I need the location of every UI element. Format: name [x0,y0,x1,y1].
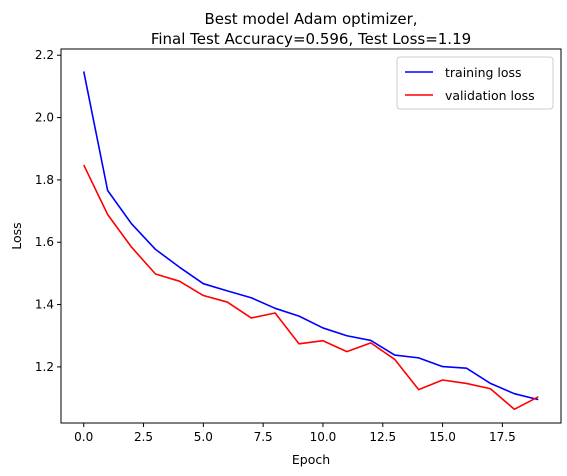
x-axis-label: Epoch [292,452,330,467]
x-tick-label: 5.0 [194,430,213,444]
x-tick-label: 7.5 [254,430,273,444]
plot-area [60,48,562,424]
chart-title-line1: Best model Adam optimizer, [204,10,417,28]
x-tick-label: 2.5 [134,430,153,444]
y-tick-label: 2.2 [35,48,54,62]
x-tick-label: 12.5 [369,430,396,444]
x-tick-label: 17.5 [489,430,516,444]
legend-label-validation-loss: validation loss [445,88,535,103]
x-tick-label: 15.0 [429,430,456,444]
y-tick-label: 1.2 [35,360,54,374]
series-line-validation-loss [83,164,539,411]
legend: training loss validation loss [396,56,554,110]
x-axis: 0.0 2.5 5.0 7.5 10.0 12.5 15.0 17.5 [74,423,516,444]
y-tick-label: 1.4 [35,298,54,312]
y-tick-label: 1.6 [35,235,54,249]
x-tick-label: 0.0 [74,430,93,444]
series-line-training-loss [82,71,539,401]
y-tick-label: 1.8 [35,173,54,187]
y-tick-label: 2.0 [35,111,54,125]
y-axis-label: Loss [9,222,24,249]
y-axis: 1.2 1.4 1.6 1.8 2.0 2.2 [35,48,61,374]
x-tick-label: 10.0 [310,430,337,444]
legend-label-training-loss: training loss [445,65,522,80]
chart-title-line2: Final Test Accuracy=0.596, Test Loss=1.1… [151,30,471,48]
legend-box [396,56,554,110]
series-layer [82,71,539,411]
